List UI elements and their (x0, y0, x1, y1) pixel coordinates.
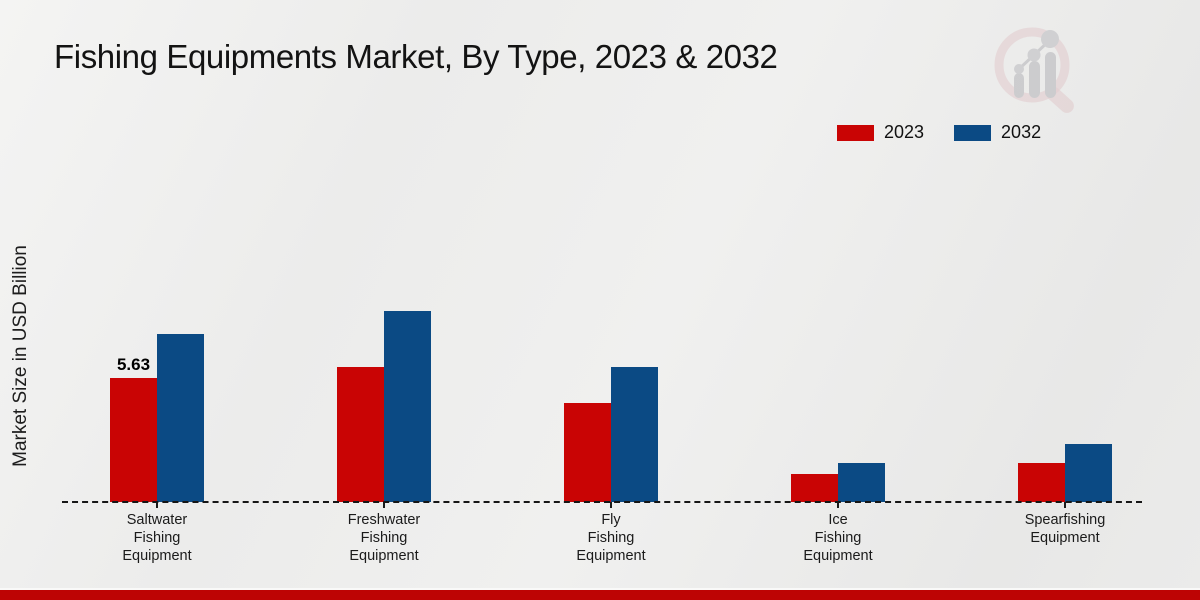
category-label-spearfishing-equipment: Spearfishing Equipment (1024, 512, 1106, 546)
x-axis-tick (383, 502, 385, 508)
bar-2032-freshwater-fishing-equipment (384, 311, 431, 502)
bar-group-ice-fishing-equipment (791, 463, 885, 502)
x-axis-tick (1064, 502, 1066, 508)
x-axis-tick (610, 502, 612, 508)
legend-item-2032: 2032 (954, 122, 1041, 143)
category-label-ice-fishing-equipment: Ice Fishing Equipment (803, 512, 873, 564)
bar-value-label: 5.63 (116, 355, 151, 374)
bar-2023-spearfishing-equipment (1018, 463, 1065, 502)
x-axis-baseline (62, 501, 1142, 503)
bar-group-fly-fishing-equipment (564, 367, 658, 502)
legend-item-2023: 2023 (837, 122, 924, 143)
bar-2032-spearfishing-equipment (1065, 444, 1112, 502)
category-label-fly-fishing-equipment: Fly Fishing Equipment (576, 512, 646, 564)
legend-swatch-2032 (954, 124, 992, 141)
magnifier-handle-icon (1046, 86, 1074, 113)
category-label-freshwater-fishing-equipment: Freshwater Fishing Equipment (347, 512, 421, 564)
legend: 2023 2032 (837, 122, 1041, 143)
x-axis-tick (156, 502, 158, 508)
bar-2023-saltwater-fishing-equipment: 5.63 (110, 355, 157, 502)
footer-red-bar (0, 588, 1200, 600)
logo-trend-dots-icon (1014, 30, 1059, 74)
bar-group-saltwater-fishing-equipment: 5.63 (110, 334, 204, 502)
logo-bars-icon (1014, 52, 1056, 98)
magnifier-ring-icon (994, 27, 1070, 103)
bar-2023-freshwater-fishing-equipment (337, 367, 384, 502)
category-label-saltwater-fishing-equipment: Saltwater Fishing Equipment (122, 512, 192, 564)
logo-trend-line-icon (1017, 38, 1052, 71)
plot-area: 5.63 (62, 311, 1142, 503)
legend-swatch-2023 (837, 124, 874, 141)
magnifier-bar-chart-logo (994, 27, 1074, 113)
bar-2032-saltwater-fishing-equipment (157, 334, 204, 502)
chart-title: Fishing Equipments Market, By Type, 2023… (54, 38, 778, 75)
bar-group-spearfishing-equipment (1018, 444, 1112, 502)
bar-2032-fly-fishing-equipment (611, 367, 658, 502)
bar-2023-ice-fishing-equipment (791, 474, 838, 502)
bar-group-freshwater-fishing-equipment (337, 311, 431, 502)
bar-2023-fly-fishing-equipment (564, 403, 611, 502)
legend-label: 2032 (1001, 122, 1042, 142)
legend-label: 2023 (884, 122, 925, 142)
bar-2032-ice-fishing-equipment (838, 463, 885, 502)
x-axis-tick (837, 502, 839, 508)
